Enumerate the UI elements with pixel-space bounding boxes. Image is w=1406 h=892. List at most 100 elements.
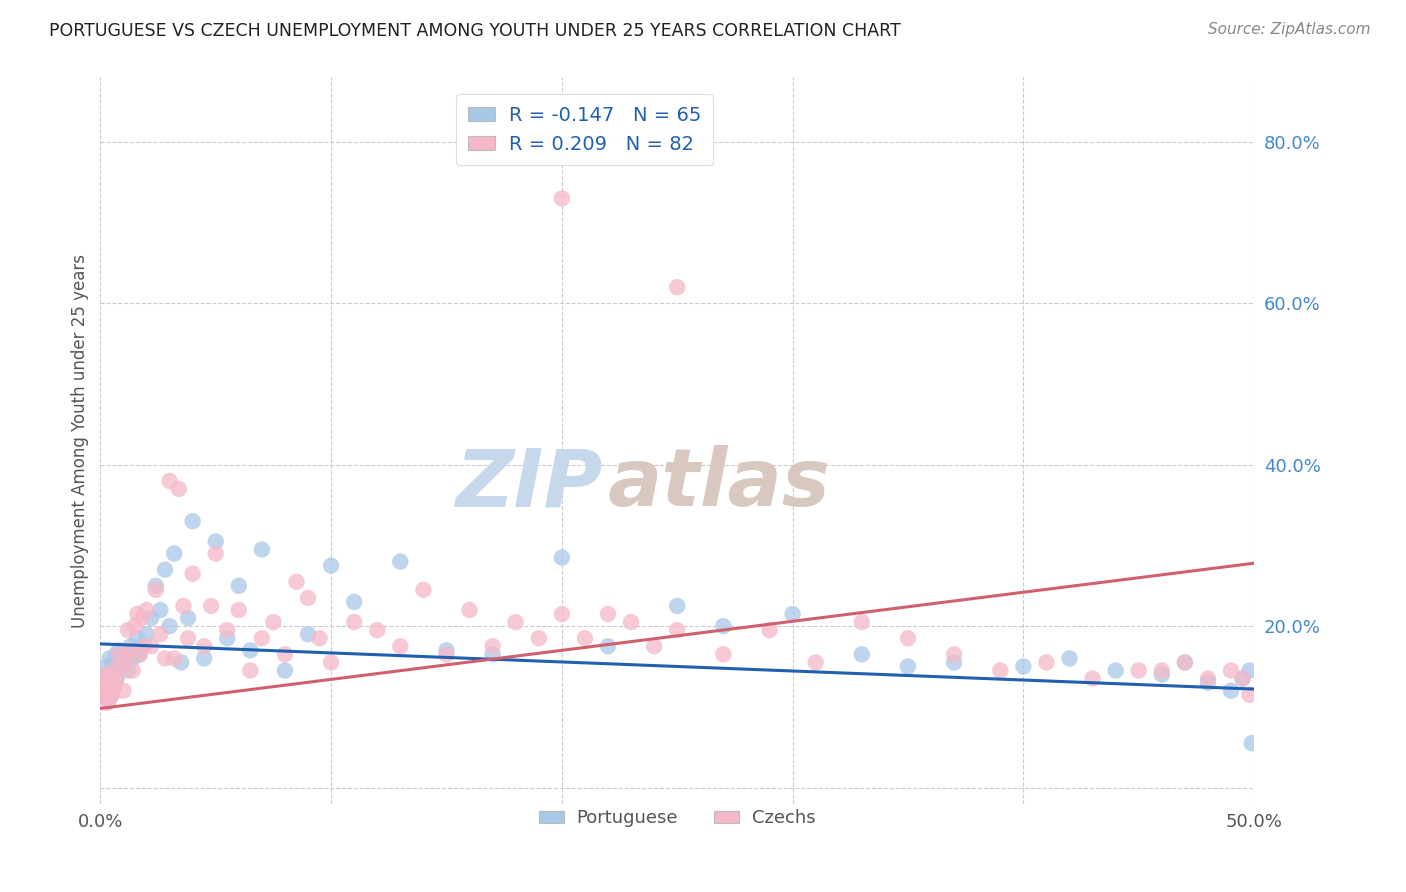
Text: atlas: atlas xyxy=(607,445,831,523)
Point xyxy=(135,603,157,617)
Point xyxy=(782,607,804,621)
Point xyxy=(666,599,689,613)
Point xyxy=(131,611,153,625)
Point xyxy=(117,623,139,637)
Point xyxy=(551,192,574,206)
Point xyxy=(1239,688,1261,702)
Point xyxy=(1220,664,1243,678)
Text: PORTUGUESE VS CZECH UNEMPLOYMENT AMONG YOUTH UNDER 25 YEARS CORRELATION CHART: PORTUGUESE VS CZECH UNEMPLOYMENT AMONG Y… xyxy=(49,22,901,40)
Point xyxy=(458,603,481,617)
Point xyxy=(193,651,215,665)
Point xyxy=(1239,664,1261,678)
Point xyxy=(262,615,284,629)
Text: ZIP: ZIP xyxy=(456,445,602,523)
Point xyxy=(412,582,434,597)
Point xyxy=(551,607,574,621)
Point xyxy=(127,607,149,621)
Point xyxy=(1232,672,1254,686)
Point xyxy=(193,640,215,654)
Point xyxy=(98,691,121,706)
Point xyxy=(159,619,181,633)
Point xyxy=(101,667,124,681)
Point xyxy=(389,640,412,654)
Point xyxy=(643,640,665,654)
Point xyxy=(1197,675,1219,690)
Point xyxy=(153,651,176,665)
Point xyxy=(389,555,412,569)
Point xyxy=(145,582,167,597)
Point xyxy=(1059,651,1081,665)
Point xyxy=(1174,656,1197,670)
Point xyxy=(804,656,827,670)
Point xyxy=(153,563,176,577)
Point xyxy=(758,623,780,637)
Point xyxy=(108,643,131,657)
Point xyxy=(167,482,190,496)
Y-axis label: Unemployment Among Youth under 25 years: Unemployment Among Youth under 25 years xyxy=(72,253,89,628)
Point xyxy=(1220,683,1243,698)
Point xyxy=(228,579,250,593)
Point xyxy=(285,574,308,589)
Point xyxy=(851,648,873,662)
Point xyxy=(308,632,330,646)
Point xyxy=(297,627,319,641)
Point xyxy=(110,659,132,673)
Point xyxy=(1128,664,1150,678)
Point xyxy=(110,659,132,673)
Point xyxy=(666,280,689,294)
Point xyxy=(1150,667,1173,681)
Point xyxy=(297,591,319,605)
Point xyxy=(436,648,458,662)
Legend: Portuguese, Czechs: Portuguese, Czechs xyxy=(531,802,823,835)
Point xyxy=(1150,664,1173,678)
Point xyxy=(139,640,162,654)
Point xyxy=(574,632,596,646)
Point xyxy=(505,615,527,629)
Point xyxy=(163,651,186,665)
Point xyxy=(127,632,149,646)
Point xyxy=(124,643,146,657)
Point xyxy=(319,558,342,573)
Point xyxy=(366,623,388,637)
Point xyxy=(1197,672,1219,686)
Point xyxy=(117,664,139,678)
Point xyxy=(145,579,167,593)
Point xyxy=(96,680,118,694)
Point xyxy=(897,659,920,673)
Point xyxy=(711,648,734,662)
Point xyxy=(217,632,239,646)
Point xyxy=(181,566,204,581)
Point xyxy=(103,680,125,694)
Point xyxy=(94,667,117,681)
Point xyxy=(112,651,135,665)
Point xyxy=(1240,736,1263,750)
Point xyxy=(139,611,162,625)
Point xyxy=(120,640,142,654)
Point xyxy=(228,603,250,617)
Point xyxy=(128,648,150,662)
Point xyxy=(343,615,366,629)
Point xyxy=(101,688,124,702)
Point xyxy=(204,547,226,561)
Point xyxy=(91,675,114,690)
Point xyxy=(1174,656,1197,670)
Point xyxy=(172,599,194,613)
Point xyxy=(101,664,124,678)
Point xyxy=(114,651,136,665)
Point xyxy=(112,683,135,698)
Point xyxy=(343,595,366,609)
Point xyxy=(105,672,128,686)
Point xyxy=(851,615,873,629)
Point xyxy=(134,640,156,654)
Point xyxy=(200,599,222,613)
Point xyxy=(274,664,297,678)
Point xyxy=(94,667,117,681)
Point xyxy=(897,632,920,646)
Point xyxy=(105,672,128,686)
Point xyxy=(96,691,118,706)
Point xyxy=(101,688,124,702)
Point xyxy=(596,607,619,621)
Point xyxy=(1232,672,1254,686)
Point xyxy=(250,542,273,557)
Point xyxy=(481,640,503,654)
